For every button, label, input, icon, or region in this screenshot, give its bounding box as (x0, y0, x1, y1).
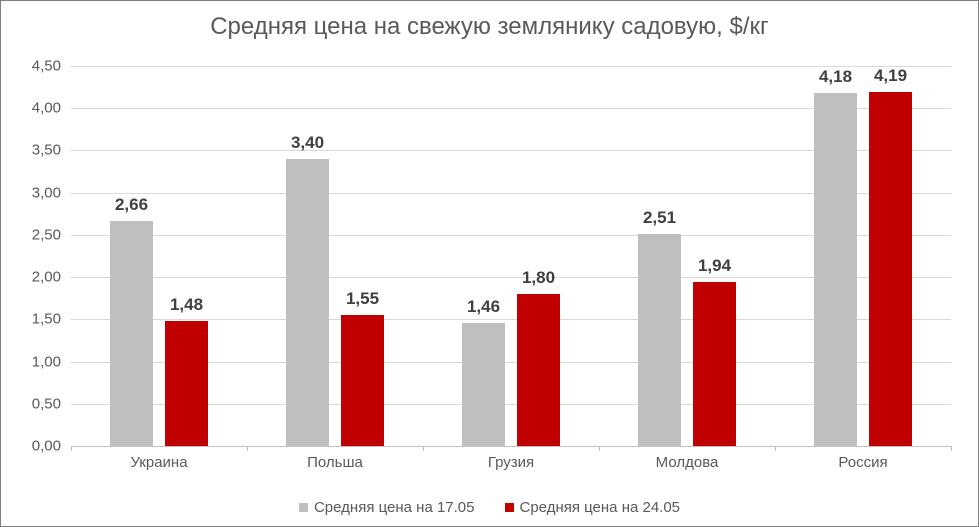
y-tick-label: 0,50 (32, 395, 61, 412)
y-tick-label: 1,50 (32, 311, 61, 328)
x-tick-label: Украина (130, 454, 187, 471)
x-tick-label: Молдова (656, 454, 719, 471)
legend-item-series-1: Средняя цена на 24.05 (505, 499, 681, 516)
bar-series-1: 1,55 (341, 315, 384, 446)
x-tick-mark (599, 446, 600, 451)
y-tick-label: 4,00 (32, 100, 61, 117)
bar-series-0: 2,51 (638, 234, 681, 446)
bar-value-label: 3,40 (291, 133, 324, 153)
y-tick-label: 2,00 (32, 269, 61, 286)
bar-value-label: 1,94 (698, 256, 731, 276)
y-tick-label: 4,50 (32, 58, 61, 75)
x-tick-mark (775, 446, 776, 451)
bar-series-0: 1,46 (462, 323, 505, 446)
x-tick-mark (951, 446, 952, 451)
bar-series-0: 2,66 (110, 221, 153, 446)
bar-series-1: 4,19 (869, 92, 912, 446)
legend-swatch-series-1 (505, 503, 514, 512)
y-tick-label: 2,50 (32, 226, 61, 243)
x-tick-label: Россия (838, 454, 887, 471)
legend-label-series-1: Средняя цена на 24.05 (520, 499, 681, 516)
y-tick-label: 1,00 (32, 353, 61, 370)
y-tick-label: 3,50 (32, 142, 61, 159)
baseline (71, 446, 951, 447)
legend-swatch-series-0 (299, 503, 308, 512)
bar-value-label: 4,19 (874, 66, 907, 86)
bar-value-label: 2,51 (643, 208, 676, 228)
bar-series-1: 1,48 (165, 321, 208, 446)
plot-area: 0,000,501,001,502,002,503,003,504,004,50… (71, 66, 951, 446)
bar-value-label: 1,46 (467, 297, 500, 317)
bar-value-label: 1,48 (170, 295, 203, 315)
legend-item-series-0: Средняя цена на 17.05 (299, 499, 475, 516)
x-tick-label: Польша (307, 454, 363, 471)
bar-value-label: 1,55 (346, 289, 379, 309)
bar-series-0: 4,18 (814, 93, 857, 446)
y-tick-label: 3,00 (32, 184, 61, 201)
bar-series-1: 1,94 (693, 282, 736, 446)
bar-series-1: 1,80 (517, 294, 560, 446)
x-tick-label: Грузия (488, 454, 534, 471)
bar-value-label: 1,80 (522, 268, 555, 288)
chart-title: Средняя цена на свежую землянику садовую… (1, 13, 978, 41)
legend: Средняя цена на 17.05 Средняя цена на 24… (1, 499, 978, 516)
x-tick-mark (71, 446, 72, 451)
x-tick-mark (247, 446, 248, 451)
bar-series-0: 3,40 (286, 159, 329, 446)
y-tick-label: 0,00 (32, 438, 61, 455)
x-tick-mark (423, 446, 424, 451)
bar-value-label: 4,18 (819, 67, 852, 87)
chart-container: Средняя цена на свежую землянику садовую… (0, 0, 979, 527)
legend-label-series-0: Средняя цена на 17.05 (314, 499, 475, 516)
bar-value-label: 2,66 (115, 195, 148, 215)
